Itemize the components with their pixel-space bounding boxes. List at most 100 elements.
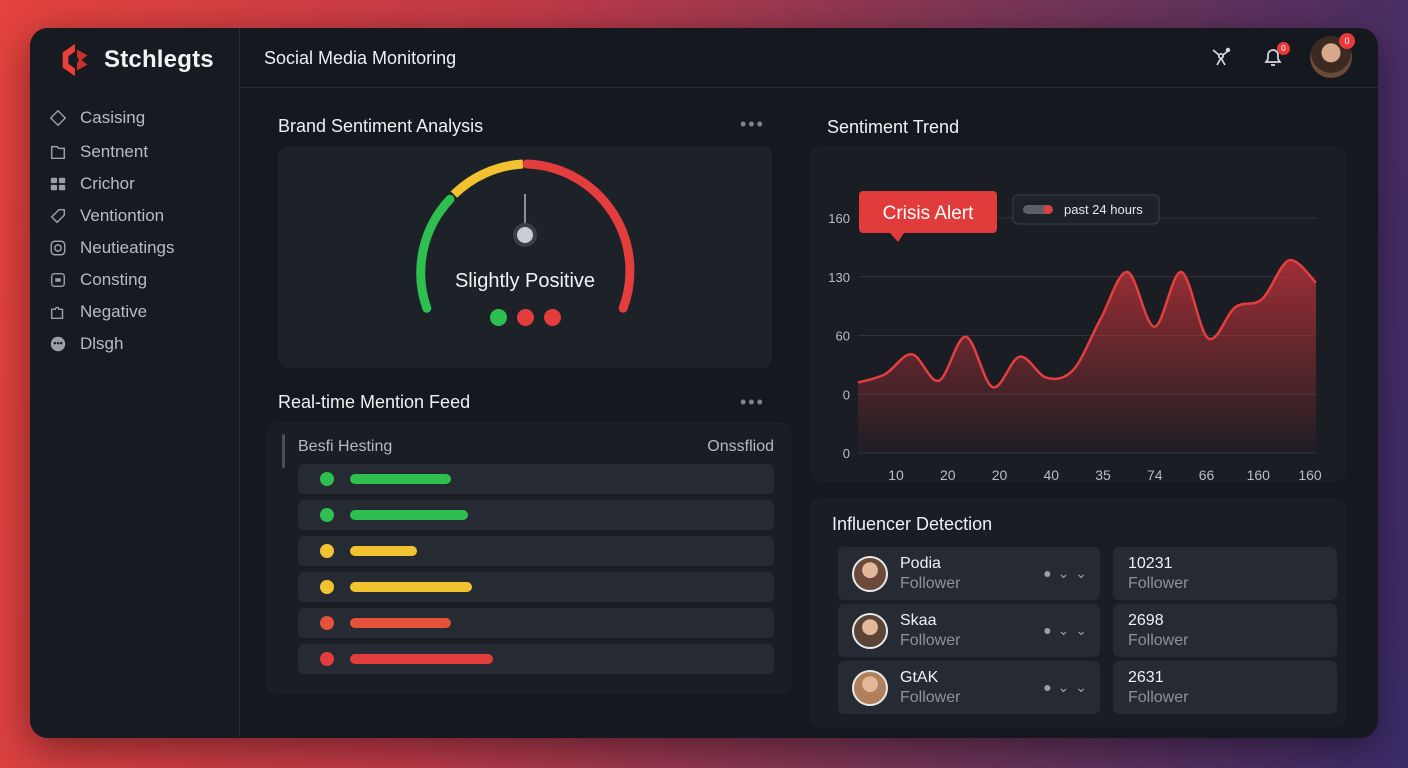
influencer-follower-count: 2631 [1128,669,1164,686]
x-tick-label: 74 [1147,467,1163,482]
influencer-stat: 2631 Follower [1113,661,1337,714]
influencer-expand-control[interactable]: ● ⌄ ⌄ [1043,679,1088,695]
notification-bell-icon[interactable]: 0 [1258,42,1290,72]
top-bar: Social Media Monitoring 0 0 [240,28,1378,88]
page-title: Social Media Monitoring [264,48,457,68]
share-network-icon[interactable] [1206,42,1236,72]
feed-sentiment-dot [320,508,334,522]
influencer-card: Influencer Detection Podia Follower ● ⌄ … [810,498,1346,728]
sidebar-nav: Casising Sentnent Crichor Ventiontion Ne… [48,100,228,360]
influencer-follower-count: 2698 [1128,612,1164,629]
sentiment-panel-title: Brand Sentiment Analysis [278,116,484,136]
feed-row[interactable] [298,500,774,530]
sentiment-trend-card: 160 130 60 0 0 10 20 20 40 35 74 66 160 160 Crisis A… [810,146,1346,482]
trend-line [857,259,1317,389]
feed-sentiment-bar [350,510,468,520]
feed-sentiment-dot [320,652,334,666]
x-tick-label: 66 [1199,467,1215,482]
influencer-name: GtAK [900,669,939,686]
puzzle-icon [48,302,68,322]
feed-column-right[interactable]: Onssfliod [707,438,774,455]
sidebar-item-consting[interactable]: Consting [48,264,228,296]
sidebar-item-dlsgh[interactable]: Dlsgh [48,328,228,360]
feed-row[interactable] [298,572,774,602]
feed-panel-title: Real-time Mention Feed [278,392,471,412]
x-tick-label: 20 [940,467,956,482]
influencer-subtitle: Follower [900,632,961,649]
trend-legend[interactable]: past 24 hours [1012,194,1160,225]
influencer-avatar [852,556,888,592]
sidebar-item-neutieatings[interactable]: Neutieatings [48,232,228,264]
user-avatar[interactable]: 0 [1310,33,1355,78]
sidebar-item-crichor[interactable]: Crichor [48,168,228,200]
x-tick-label: 20 [992,467,1008,482]
sidebar-item-casising[interactable]: Casising [48,100,228,136]
influencer-row[interactable]: Podia Follower ● ⌄ ⌄ [838,547,1100,600]
tag-icon [48,206,68,226]
influencer-follower-count: 10231 [1128,555,1173,572]
sidebar-item-ventiontion[interactable]: Ventiontion [48,200,228,232]
influencer-row[interactable]: Skaa Follower ● ⌄ ⌄ [838,604,1100,657]
sidebar-item-negative[interactable]: Negative [48,296,228,328]
sentiment-label: Slightly Positive [454,270,596,292]
gauge-hub-center [517,227,533,243]
app-window: Stchlegts Casising Sentnent Crichor Vent… [30,28,1378,738]
feed-sentiment-bar [350,582,472,592]
feed-column-left[interactable]: Besfi Hesting [298,438,393,455]
sidebar-item-label: Ventiontion [80,206,165,225]
trend-area [858,260,1316,453]
crisis-alert-label: Crisis Alert [883,203,975,224]
crisis-alert[interactable]: Crisis Alert [859,191,997,242]
influencer-expand-control[interactable]: ● ⌄ ⌄ [1043,622,1088,638]
sidebar-item-label: Casising [80,108,146,127]
influencer-panel-title: Influencer Detection [832,514,993,534]
sentiment-more-button[interactable]: ••• [740,114,765,134]
influencer-row[interactable]: GtAK Follower ● ⌄ ⌄ [838,661,1100,714]
diamond-icon [48,108,68,128]
x-tick-label: 35 [1095,467,1111,482]
sentiment-indicator-dot [516,309,534,326]
feed-more-button[interactable]: ••• [740,392,765,412]
camera-icon [48,238,68,258]
feed-sentiment-dot [320,616,334,630]
sidebar-item-label: Crichor [80,174,135,193]
dots-circle-icon [48,334,68,354]
sidebar-item-sentnent[interactable]: Sentnent [48,136,228,168]
sidebar-item-label: Dlsgh [80,334,124,353]
folder-icon [48,142,68,162]
influencer-avatar [852,670,888,706]
feed-sentiment-dot [320,544,334,558]
sidebar-item-label: Sentnent [80,142,149,161]
influencer-name: Podia [900,555,941,572]
feed-row[interactable] [298,536,774,566]
x-tick-label: 10 [888,467,904,482]
brand[interactable]: Stchlegts [56,40,214,80]
sentiment-gauge [416,159,635,313]
sentiment-indicator-dot [489,309,507,326]
x-tick-label: 40 [1043,467,1059,482]
y-tick-label: 60 [836,329,850,344]
trend-legend-box [1012,194,1160,225]
influencer-subtitle: Follower [900,575,961,592]
x-tick-label: 160 [1298,467,1322,482]
influencer-stat: 2698 Follower [1113,604,1337,657]
y-tick-label: 0 [843,446,850,461]
feed-row[interactable] [298,608,774,638]
influencer-expand-control[interactable]: ● ⌄ ⌄ [1043,565,1088,581]
avatar-badge: 0 [1339,33,1355,49]
feed-row[interactable] [298,464,774,494]
sentiment-gauge-card: Slightly Positive [278,146,772,368]
feed-sentiment-bar [350,654,493,664]
square-icon [48,270,68,290]
mention-feed: Besfi Hesting Onssfliod [266,422,792,694]
grid-icon [48,174,68,194]
feed-row[interactable] [298,644,774,674]
feed-header: Besfi Hesting Onssfliod [266,422,792,468]
top-icons: 0 0 [1206,33,1355,78]
sentiment-trend-chart: 160 130 60 0 0 10 20 20 40 35 74 66 160 160 Crisis A… [828,191,1322,482]
sentiment-indicators [278,309,772,326]
influencer-follower-label: Follower [1128,632,1189,649]
feed-sentiment-bar [350,618,451,628]
influencer-follower-label: Follower [1128,575,1189,592]
influencer-avatar [852,613,888,649]
